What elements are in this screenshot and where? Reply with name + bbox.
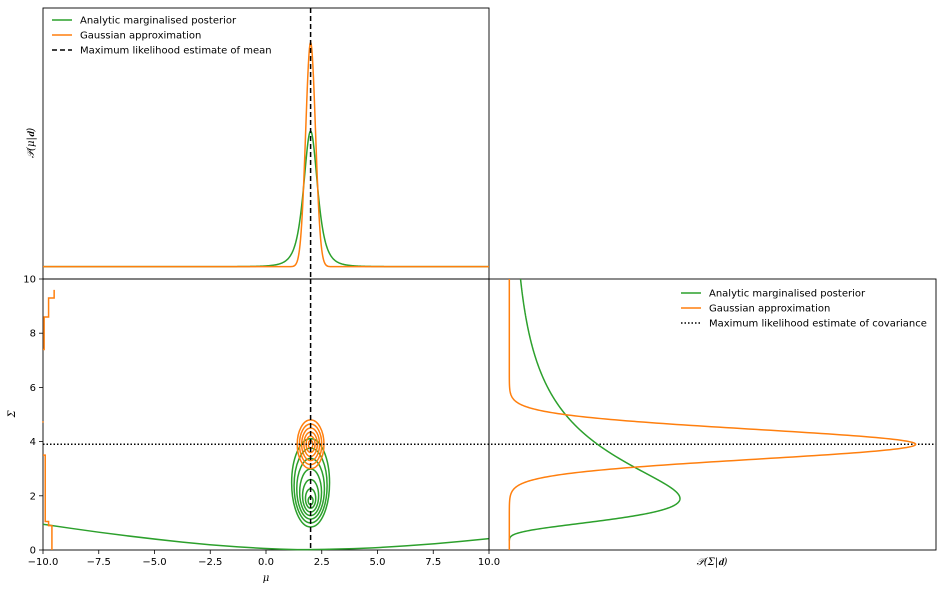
mu-gaussian-line: [43, 40, 489, 268]
mu-marginal-legend: Analytic marginalised posterior Gaussian …: [52, 16, 272, 57]
sigma-marginal-frame: [488, 278, 937, 551]
y-tick-label: 8: [30, 329, 36, 340]
legend-label: Maximum likelihood estimate of mean: [80, 46, 272, 57]
gaussian-outer-contour-top: [43, 289, 55, 351]
x-tick-label: 5.0: [370, 557, 386, 568]
joint-xlabel: μ: [263, 573, 270, 584]
y-tick-label: 4: [30, 437, 36, 448]
legend-label: Gaussian approximation: [709, 304, 830, 315]
y-tick-label: 0: [30, 546, 36, 557]
x-tick-label: 2.5: [314, 557, 330, 568]
x-tick-label: −7.5: [87, 557, 111, 568]
sigma-marginal-legend: Analytic marginalised posterior Gaussian …: [681, 289, 927, 330]
joint-ylabel: Σ: [7, 410, 18, 419]
gaussian-outer-contour-bottom: [43, 454, 53, 550]
legend-label: Analytic marginalised posterior: [80, 16, 237, 27]
legend-label: Gaussian approximation: [80, 31, 201, 42]
sigma-marginal-panel: 𝒫(Σ|𝐝) Analytic marginalised posterior Ga…: [488, 278, 937, 568]
x-tick-label: −5.0: [142, 557, 166, 568]
x-tick-label: 7.5: [425, 557, 441, 568]
sigma-marginal-xlabel: 𝒫(Σ|𝐝): [697, 557, 728, 568]
joint-frame: [42, 278, 490, 551]
legend-label: Analytic marginalised posterior: [709, 289, 866, 300]
mu-marginal-panel: 𝒫(μ|𝐝) Analytic marginalised posterior Ga…: [26, 7, 490, 280]
y-tick-label: 10: [23, 275, 36, 286]
x-tick-label: −10.0: [28, 557, 59, 568]
x-tick-label: 0.0: [258, 557, 274, 568]
mu-marginal-ylabel: 𝒫(μ|𝐝): [26, 128, 37, 158]
sigma-analytic-line: [508, 278, 681, 541]
y-tick-label: 2: [30, 491, 36, 502]
y-tick-label: 6: [30, 383, 36, 394]
analytic-contour: [290, 437, 331, 528]
sigma-gaussian-line: [508, 279, 917, 550]
mu-analytic-line: [43, 130, 489, 268]
x-tick-label: 10.0: [478, 557, 500, 568]
x-tick-label: −2.5: [198, 557, 222, 568]
analytic-outer-contour: [42, 523, 490, 551]
legend-label: Maximum likelihood estimate of covarianc…: [709, 319, 927, 330]
